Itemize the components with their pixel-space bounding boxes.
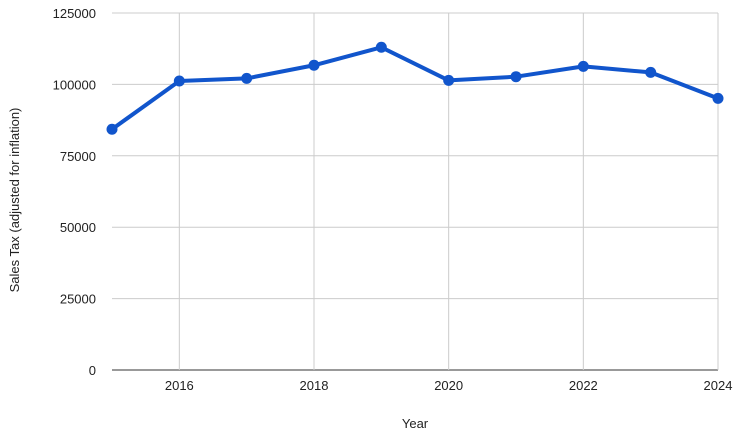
x-tick-label: 2024 [704, 378, 733, 393]
y-tick-label: 75000 [60, 149, 96, 164]
data-point-2018 [308, 59, 320, 71]
x-axis-label: Year [402, 416, 429, 431]
y-tick-label: 0 [89, 363, 96, 378]
x-tick-label: 2020 [434, 378, 463, 393]
y-tick-label: 25000 [60, 292, 96, 307]
data-point-2015 [106, 123, 118, 135]
y-tick-label: 125000 [53, 6, 96, 21]
series-line [110, 45, 719, 131]
x-tick-label: 2018 [300, 378, 329, 393]
series-layer [106, 41, 724, 135]
data-point-2019 [375, 41, 387, 53]
x-tick-label: 2022 [569, 378, 598, 393]
x-tick-label: 2016 [165, 378, 194, 393]
data-point-2024 [712, 92, 724, 104]
y-tick-labels: 0 25000 50000 75000 100000 125000 [53, 6, 96, 378]
data-point-2021 [510, 71, 522, 83]
data-point-2020 [443, 74, 455, 86]
x-tick-labels: 2016 2018 2020 2022 2024 [165, 378, 733, 393]
grid [112, 12, 719, 371]
y-axis-label: Sales Tax (adjusted for inflation) [7, 108, 22, 293]
data-point-2022 [577, 60, 589, 72]
y-tick-label: 50000 [60, 220, 96, 235]
data-point-2016 [173, 75, 185, 87]
data-point-2017 [241, 72, 253, 84]
data-point-2023 [645, 66, 657, 78]
y-tick-label: 100000 [53, 77, 96, 92]
